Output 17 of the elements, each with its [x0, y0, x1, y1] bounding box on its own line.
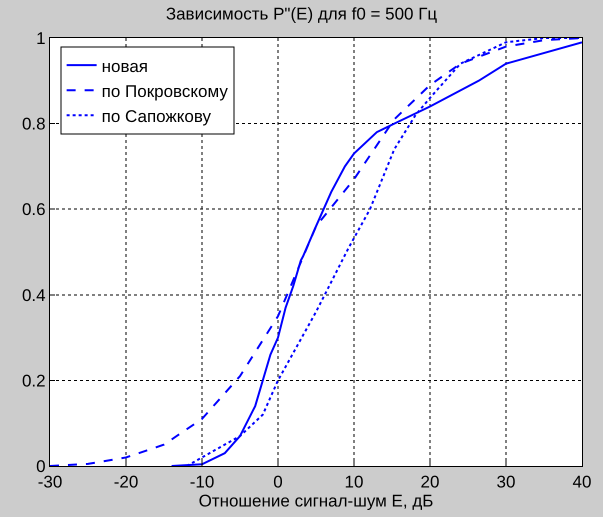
y-tick-label: 0.2: [22, 371, 46, 390]
legend-label: новая: [102, 56, 148, 76]
x-axis-title: Отношение сигнал-шум E, дБ: [198, 491, 434, 510]
legend-label: по Покровскому: [102, 82, 228, 101]
x-tick-label: -10: [190, 472, 214, 492]
y-tick-label: 0.8: [22, 114, 46, 134]
chart-title: Зависимость P"(E) для f0 = 500 Гц: [166, 4, 438, 24]
legend-label: по Сапожкову: [102, 106, 212, 126]
y-tick-label: 1: [36, 28, 46, 48]
x-tick-label: 0: [273, 472, 283, 492]
x-tick-label: 10: [344, 472, 364, 492]
y-tick-label: 0.6: [22, 200, 46, 220]
x-tick-label: 30: [496, 472, 516, 492]
x-tick-label: -20: [114, 472, 138, 492]
x-tick-label: 20: [420, 472, 440, 492]
y-tick-label: 0.4: [22, 286, 46, 305]
x-tick-label: 40: [572, 472, 592, 492]
